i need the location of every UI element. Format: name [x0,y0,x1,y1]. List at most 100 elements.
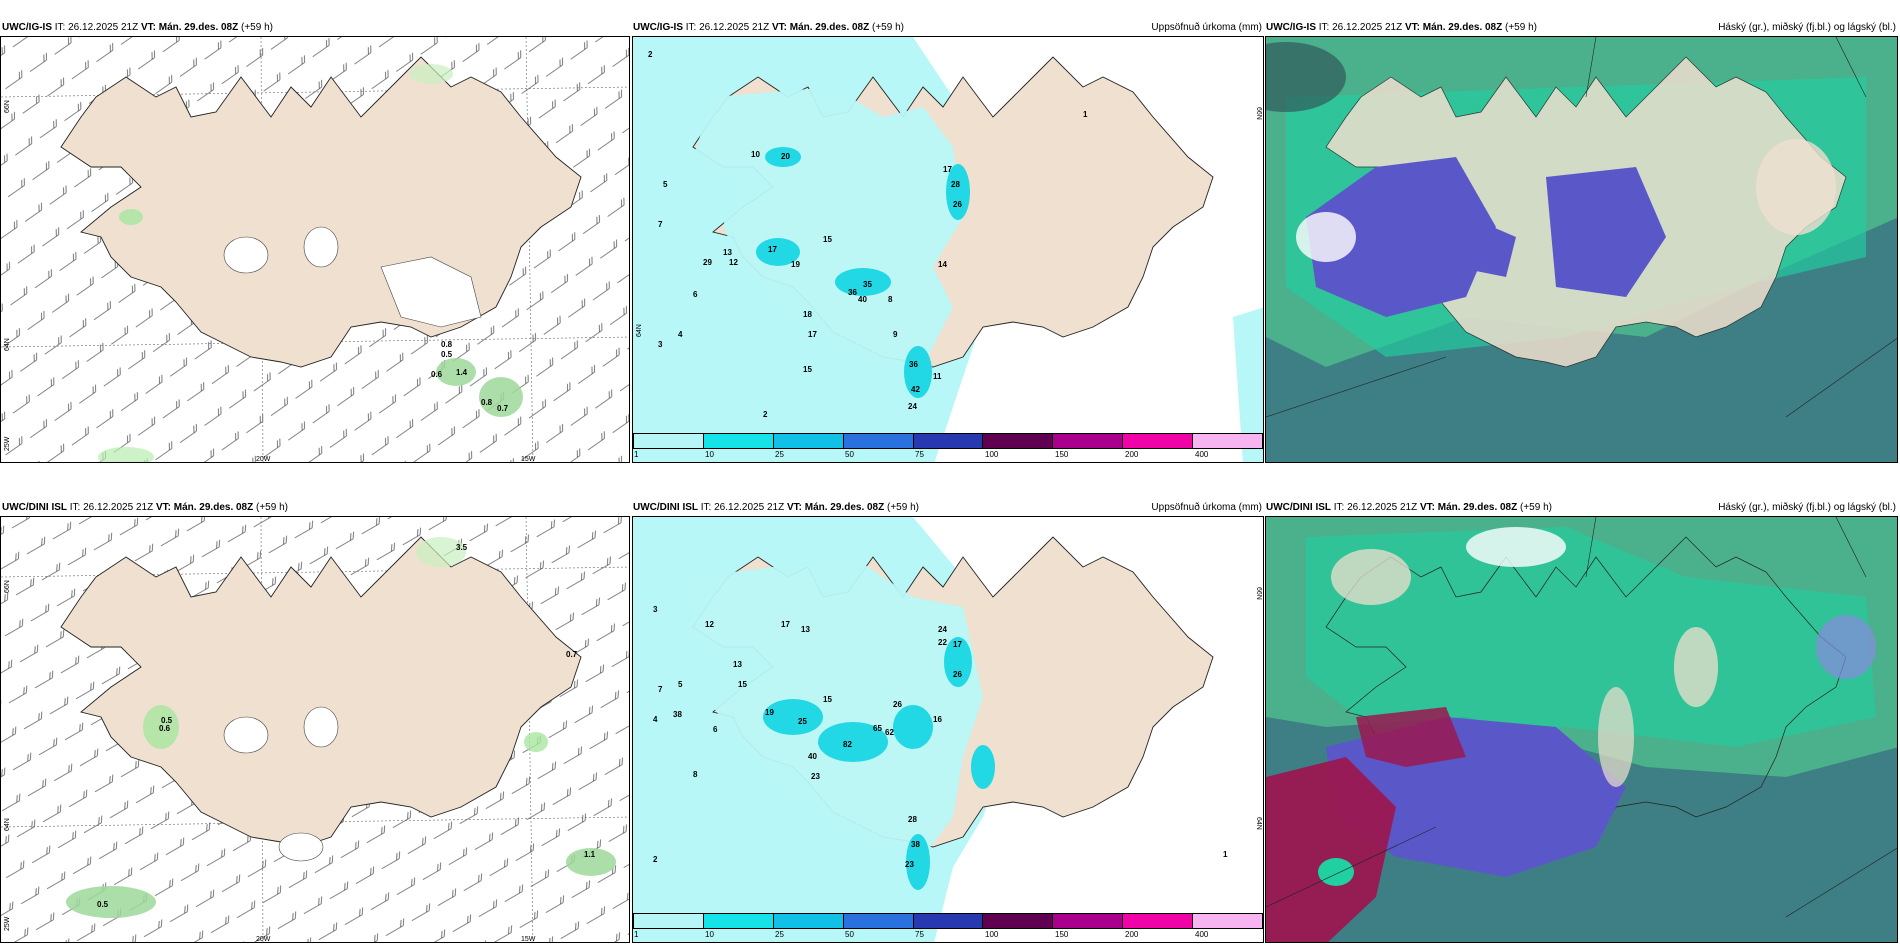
svg-text:16: 16 [933,715,942,724]
svg-text:29: 29 [703,258,712,267]
precip-colorbar [633,433,1263,449]
svg-text:3: 3 [658,340,663,349]
lat-label: 64N [1255,817,1262,830]
wind-value: 0.5 [97,900,109,909]
svg-text:5: 5 [678,680,683,689]
svg-text:15: 15 [823,695,832,704]
svg-text:4: 4 [653,715,658,724]
svg-text:28: 28 [908,815,917,824]
wind-panel-header: UWC/IG-IS IT: 26.12.2025 21Z VT: Mán. 29… [2,22,273,33]
precip-panel-header: UWC/DINI ISL IT: 26.12.2025 21Z VT: Mán.… [633,502,919,513]
lon-label: 15W [521,936,536,943]
precip-colorbar [633,913,1263,929]
svg-text:15: 15 [803,365,812,374]
svg-text:8: 8 [693,770,698,779]
svg-text:15: 15 [738,680,747,689]
svg-text:24: 24 [908,402,917,411]
svg-text:5: 5 [663,180,668,189]
lat-label: 25W [4,916,11,931]
svg-text:65: 65 [873,724,882,733]
svg-text:82: 82 [843,740,852,749]
precip-values: 3 12 17 13 15 25 19 38 65 62 82 40 23 26… [653,605,1228,869]
wind-map-svg: 3.5 0.6 0.5 0.5 1.1 0.7 20W 15W 66N 64N … [1,517,629,943]
svg-text:17: 17 [808,330,817,339]
wind-value: 1.4 [456,368,468,377]
row-1: UWC/IG-IS IT: 26.12.2025 21Z VT: Mán. 29… [0,10,1900,465]
svg-text:17: 17 [768,245,777,254]
svg-text:9: 9 [893,330,898,339]
lat-label: 66N [1255,587,1262,600]
svg-text:18: 18 [803,310,812,319]
wind-value: 0.6 [431,370,443,379]
colorbar-ticks: 1 10 25 50 75 100 150 200 400 [634,450,1209,459]
lon-label: 20W [256,456,271,463]
svg-text:15: 15 [823,235,832,244]
wind-value: 3.5 [456,543,468,552]
wind-map[interactable]: 3.5 0.6 0.5 0.5 1.1 0.7 20W 15W 66N 64N … [0,516,630,943]
precip-map-svg: 2 5 7 10 20 17 19 15 36 40 35 14 26 28 1… [633,37,1263,462]
svg-text:19: 19 [765,708,774,717]
svg-text:35: 35 [863,280,872,289]
precip-map[interactable]: 3 12 17 13 15 25 19 38 65 62 82 40 23 26… [632,516,1264,943]
colorbar-ticks: 1 10 25 50 75 100 150 200 400 [634,930,1209,939]
svg-text:2: 2 [653,855,658,864]
cloud-panel-title: Háský (gr.), miðský (fj.bl.) og lágský (… [1718,22,1896,33]
lat-label: 66N [4,580,11,593]
svg-text:17: 17 [953,640,962,649]
svg-text:38: 38 [911,840,920,849]
lat-label: 66N [1255,107,1262,120]
svg-text:11: 11 [933,372,942,381]
cloud-panel-title: Háský (gr.), miðský (fj.bl.) og lágský (… [1718,502,1896,513]
svg-text:17: 17 [943,165,952,174]
lat-label: 25W [4,436,11,451]
wind-value: 0.8 [441,340,453,349]
wind-map[interactable]: 0.5 0.6 1.4 0.8 0.7 0.8 20W 15W 66N 64N … [0,36,630,463]
svg-text:23: 23 [811,772,820,781]
svg-text:20: 20 [781,152,790,161]
svg-text:6: 6 [713,725,718,734]
svg-text:14: 14 [938,260,947,269]
svg-text:40: 40 [858,295,867,304]
wind-value: 0.5 [161,716,173,725]
svg-text:13: 13 [723,248,732,257]
svg-text:62: 62 [885,728,894,737]
wind-value: 0.5 [441,350,453,359]
lat-label: 64N [636,324,643,337]
svg-text:2: 2 [648,50,653,59]
svg-text:1: 1 [1223,850,1228,859]
svg-text:19: 19 [791,260,800,269]
precip-map-svg: 3 12 17 13 15 25 19 38 65 62 82 40 23 26… [633,517,1262,942]
precip-panel-header: UWC/IG-IS IT: 26.12.2025 21Z VT: Mán. 29… [633,22,904,33]
wind-value: 0.7 [497,404,509,413]
lon-label: 20W [256,936,271,943]
row-2: UWC/DINI ISL IT: 26.12.2025 21Z VT: Mán.… [0,490,1900,950]
precip-map[interactable]: 2 5 7 10 20 17 19 15 36 40 35 14 26 28 1… [632,36,1264,463]
svg-text:24: 24 [938,625,947,634]
cloud-map[interactable] [1265,516,1898,943]
wind-value: 1.1 [584,850,596,859]
lat-label: 64N [4,818,11,831]
cloud-map-svg [1266,37,1897,462]
wind-value: 0.7 [566,650,578,659]
precip-panel-title: Uppsöfnuð úrkoma (mm) [1151,502,1262,513]
svg-text:8: 8 [888,295,893,304]
precip-values: 2 5 7 10 20 17 19 15 36 40 35 14 26 28 1… [648,50,1088,419]
svg-text:6: 6 [693,290,698,299]
svg-text:36: 36 [848,288,857,297]
lon-label: 15W [521,456,536,463]
wind-value: 0.8 [481,398,493,407]
svg-text:7: 7 [658,685,663,694]
svg-text:38: 38 [673,710,682,719]
svg-text:26: 26 [893,700,902,709]
lat-label: 64N [4,338,11,351]
svg-text:36: 36 [909,360,918,369]
svg-text:26: 26 [953,200,962,209]
cloud-map[interactable] [1265,36,1898,463]
cloud-panel-header: UWC/DINI ISL IT: 26.12.2025 21Z VT: Mán.… [1266,502,1552,513]
svg-text:7: 7 [658,220,663,229]
svg-text:42: 42 [911,385,920,394]
svg-text:28: 28 [951,180,960,189]
lat-label: 66N [4,100,11,113]
svg-text:22: 22 [938,638,947,647]
cloud-map-svg [1266,517,1897,942]
